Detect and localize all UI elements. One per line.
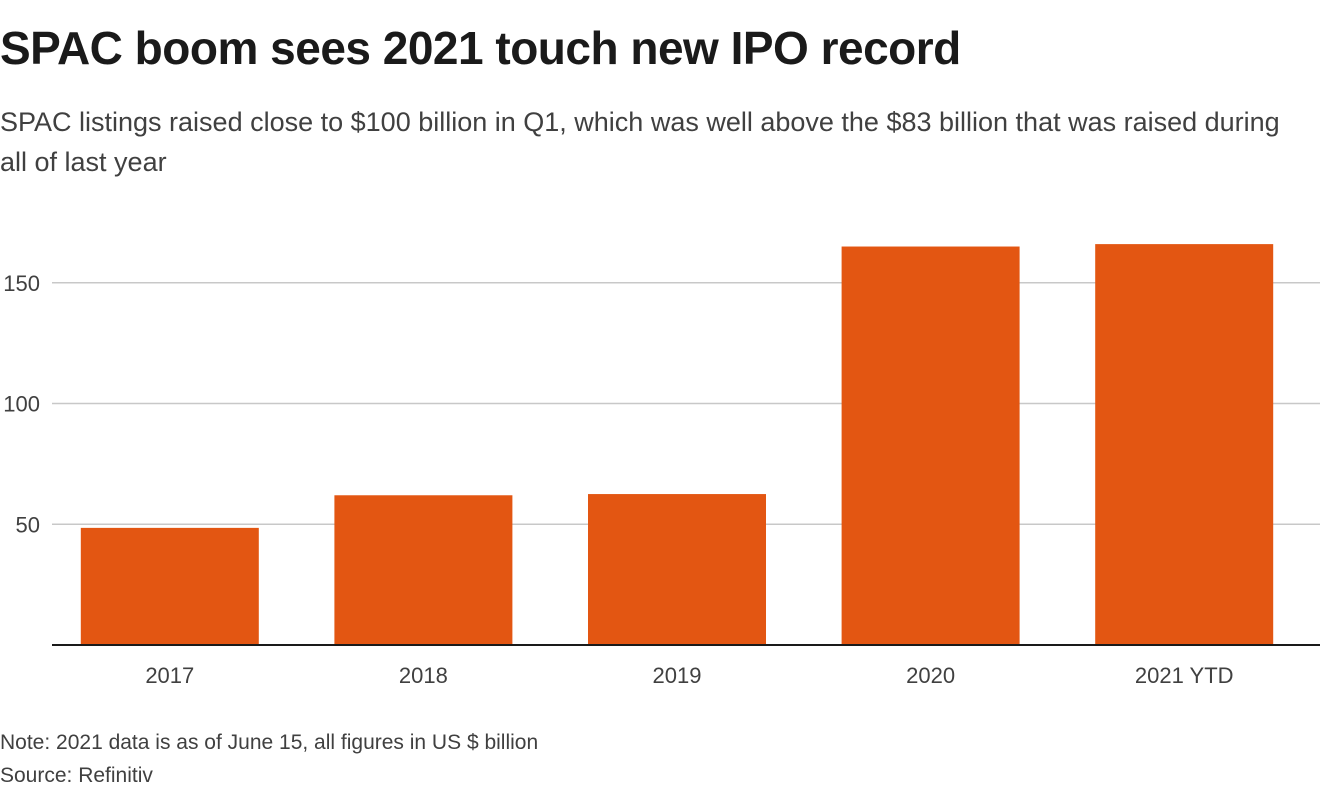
bar-chart: 50 100 150 2017 2018 2019 2020 2021 YTD [3,244,1320,688]
y-tick-label: 50 [16,512,40,537]
chart-note: Note: 2021 data is as of June 15, all fi… [0,731,539,754]
chart-source: Source: Refinitiv [0,764,153,787]
x-tick-label: 2018 [399,663,448,688]
bar-2018 [334,495,513,645]
bar-2020 [841,246,1020,645]
chart-subtitle: SPAC listings raised close to $100 billi… [0,107,1280,177]
bar-2017 [80,527,259,645]
bar-2019 [588,494,766,645]
y-tick-label: 100 [3,392,40,417]
x-tick-label: 2021 YTD [1135,663,1234,688]
x-tick-label: 2019 [653,663,702,688]
chart-title: SPAC boom sees 2021 touch new IPO record [0,22,961,74]
x-tick-label: 2020 [906,663,955,688]
x-tick-label: 2017 [145,663,194,688]
y-tick-label: 150 [3,271,40,296]
bar-2021-ytd [1095,244,1274,646]
